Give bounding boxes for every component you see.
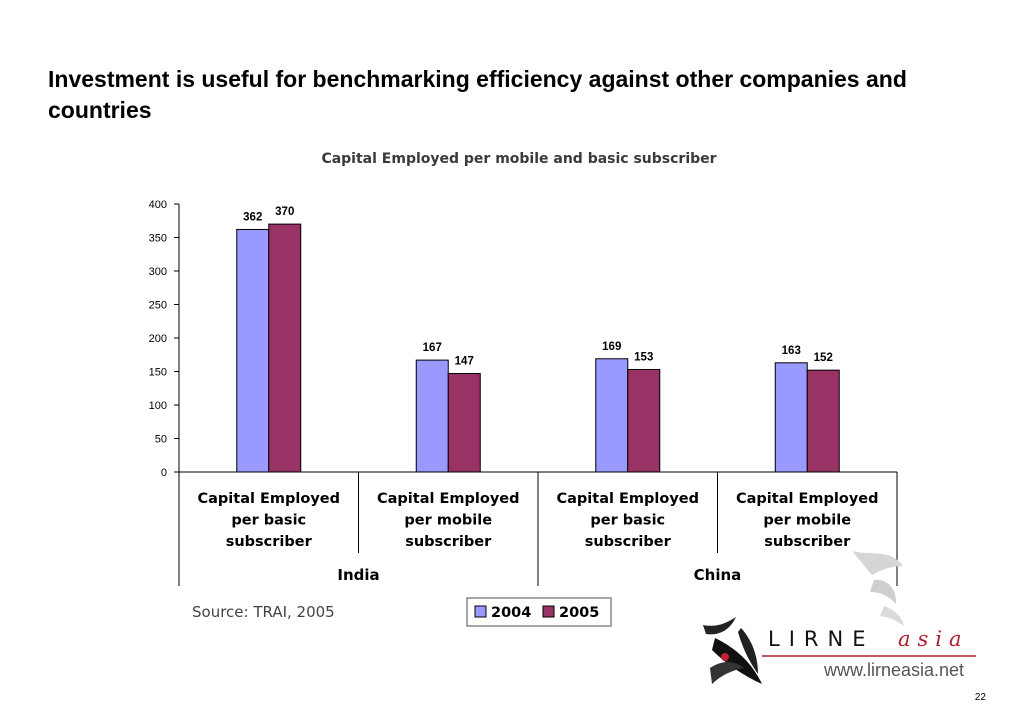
page-number: 22 (974, 692, 986, 703)
data-label: 167 (423, 342, 442, 354)
x-category-label: subscriber (585, 534, 672, 550)
data-label: 163 (782, 345, 801, 357)
bar-2004-3 (774, 362, 808, 473)
y-tick-label: 100 (149, 400, 167, 412)
logo-wordmark-suffix: asia (898, 627, 969, 651)
chart-title: Capital Employed per mobile and basic su… (321, 151, 716, 167)
chart-axes: 0 50 100 150 200 250 300 350 400 (149, 199, 898, 586)
x-category-label: per basic (231, 513, 306, 529)
x-category-label: per basic (590, 513, 665, 529)
slide-title: Investment is useful for benchmarking ef… (48, 66, 907, 123)
legend-label: 2004 (491, 605, 531, 621)
y-tick-label: 300 (149, 266, 167, 278)
bar-2004-2 (595, 358, 629, 473)
legend-label: 2005 (559, 605, 599, 621)
x-category-label: subscriber (226, 534, 313, 550)
x-category-label: Capital Employed (377, 491, 520, 507)
logo-url: www.lirneasia.net (823, 660, 964, 680)
x-category-label: per mobile (763, 513, 851, 529)
x-category-label: Capital Employed (736, 491, 879, 507)
bar-2004-1 (415, 359, 449, 473)
y-tick-label: 250 (149, 300, 167, 312)
y-tick-label: 400 (149, 199, 167, 211)
chart-legend: 2004 2005 (466, 597, 612, 627)
data-label: 370 (275, 206, 294, 218)
legend-swatch (542, 605, 555, 618)
bar-2005-3 (806, 369, 840, 473)
x-category-label: subscriber (764, 534, 851, 550)
chart-bars (236, 223, 840, 473)
data-label: 147 (455, 356, 474, 368)
legend-swatch (474, 605, 487, 618)
y-tick-label: 350 (149, 233, 167, 245)
bar-2005-2 (627, 368, 661, 473)
x-group-label: China (694, 566, 742, 584)
x-category-label: subscriber (405, 534, 492, 550)
x-group-label: India (337, 566, 379, 584)
bar-2005-0 (268, 223, 302, 473)
data-label: 362 (243, 211, 262, 223)
logo-emblem-icon (703, 551, 904, 684)
y-tick-label: 200 (149, 333, 167, 345)
legend-box (466, 597, 612, 627)
y-tick-label: 150 (149, 367, 167, 379)
source-note: Source: TRAI, 2005 (192, 603, 335, 621)
lirneasia-logo: LIRNE asia www.lirneasia.net (703, 551, 976, 684)
logo-wordmark: LIRNE (768, 627, 874, 651)
y-tick-label: 0 (161, 467, 167, 479)
bar-2004-0 (236, 228, 270, 473)
chart-labels: Capital Employed per basic subscriber Capit… (197, 206, 878, 584)
bar-2005-1 (447, 373, 481, 473)
data-label: 169 (602, 341, 621, 353)
x-category-label: per mobile (404, 513, 492, 529)
x-category-label: Capital Employed (556, 491, 699, 507)
data-label: 152 (814, 352, 833, 364)
y-tick-label: 50 (155, 434, 167, 446)
x-category-label: Capital Employed (197, 491, 340, 507)
data-label: 153 (634, 351, 653, 363)
